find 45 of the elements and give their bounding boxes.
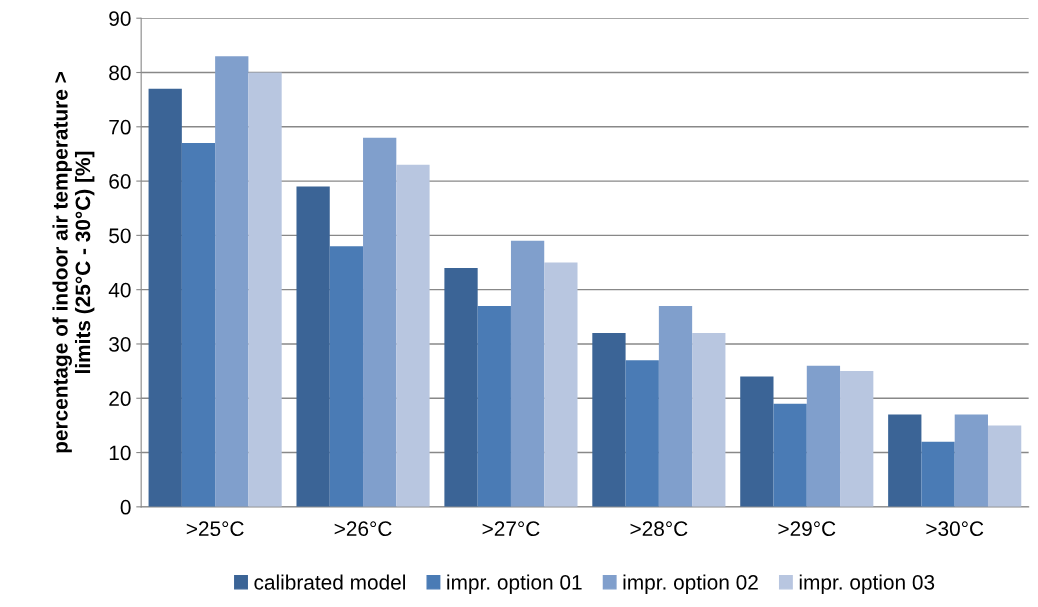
- bar: [921, 441, 955, 507]
- bar: [658, 305, 693, 507]
- x-tick-label: >25°C: [186, 521, 244, 537]
- legend-label: impr. option 02: [623, 574, 758, 594]
- x-tick-label: >29°C: [778, 521, 836, 537]
- y-tick-label: 90: [109, 11, 131, 26]
- bar: [248, 72, 282, 507]
- y-tick-label: 0: [120, 499, 131, 515]
- x-tick-label: >28°C: [630, 521, 688, 537]
- y-axis-title: percentage of indoor air temperature > limits (25°C - 30°C) [%]: [52, 72, 95, 453]
- y-tick-label: 50: [109, 228, 131, 244]
- x-tick-label: >27°C: [482, 521, 540, 537]
- bar: [625, 360, 659, 507]
- y-tick-label: 60: [109, 174, 131, 189]
- bar: [329, 246, 364, 507]
- y-tick-label: 30: [109, 336, 131, 352]
- bar: [840, 371, 874, 507]
- y-tick-label: 80: [109, 65, 131, 81]
- bar: [215, 56, 249, 507]
- bar: [477, 305, 511, 507]
- legend-label: calibrated model: [254, 574, 405, 590]
- x-tick-label: >30°C: [926, 521, 984, 537]
- bar: [954, 414, 988, 507]
- bar: [592, 333, 626, 507]
- y-tick-label: 70: [109, 119, 131, 135]
- y-tick-label: 10: [109, 445, 131, 461]
- bar: [396, 164, 430, 507]
- bar: [444, 267, 478, 507]
- bar: [740, 376, 774, 507]
- bar: [148, 88, 182, 507]
- legend-label: impr. option 01: [447, 574, 582, 594]
- x-tick-label: >26°C: [334, 521, 392, 537]
- legend-label: impr. option 03: [799, 574, 935, 594]
- y-tick-label: 40: [108, 282, 131, 298]
- bar: [888, 414, 922, 507]
- bar: [773, 403, 807, 507]
- bar: [806, 365, 841, 507]
- bar: [510, 240, 545, 507]
- bar: [692, 333, 726, 507]
- bar: [363, 137, 397, 507]
- bar: [987, 425, 1022, 507]
- bar: [544, 262, 578, 507]
- bar: [296, 186, 330, 507]
- bar: [181, 143, 216, 507]
- y-tick-label: 20: [109, 391, 131, 407]
